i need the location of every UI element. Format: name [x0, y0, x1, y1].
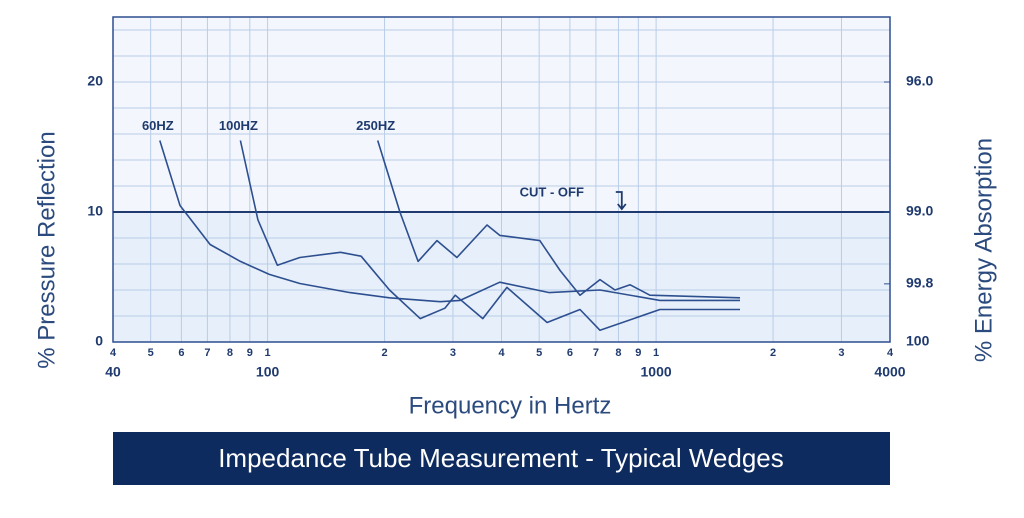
- x-tick-label: 6: [178, 347, 184, 359]
- chart-title: Impedance Tube Measurement - Typical Wed…: [218, 443, 784, 473]
- x-tick-label: 4: [498, 347, 505, 359]
- x-tick-label: 5: [536, 347, 542, 359]
- x-tick-label: 3: [450, 347, 456, 359]
- x-tick-label: 9: [635, 347, 641, 359]
- series-line: [239, 140, 740, 332]
- x-major-label: 40: [105, 364, 121, 380]
- series-label: 250HZ: [356, 118, 395, 133]
- y-tick-label: 10: [87, 203, 103, 219]
- series-label: 100HZ: [219, 118, 258, 133]
- x-tick-label: 8: [227, 347, 233, 359]
- y-tick-label: 20: [87, 73, 103, 89]
- y2-tick-label: 100: [906, 333, 930, 349]
- title-banner: [113, 432, 890, 485]
- cutoff-label: CUT - OFF: [520, 184, 584, 199]
- y2-tick-label: 99.0: [906, 203, 933, 219]
- x-tick-label: 3: [838, 347, 844, 359]
- x-tick-label: 1: [265, 347, 271, 359]
- x-tick-label: 9: [247, 347, 253, 359]
- series-label: 60HZ: [142, 118, 174, 133]
- x-tick-label: 1: [653, 347, 659, 359]
- marks: [113, 140, 890, 332]
- x-axis-label: Frequency in Hertz: [409, 392, 612, 419]
- y2-axis-label: % Energy Absorption: [970, 138, 997, 362]
- series-line: [376, 140, 741, 299]
- x-tick-label: 2: [381, 347, 387, 359]
- x-major-label: 1000: [641, 364, 672, 380]
- x-tick-label: 4: [887, 347, 894, 359]
- x-tick-label: 5: [148, 347, 154, 359]
- y-tick-label: 0: [95, 333, 103, 349]
- x-major-label: 100: [256, 364, 280, 380]
- series-line: [159, 140, 740, 303]
- y-axis-label: % Pressure Reflection: [33, 131, 60, 368]
- x-tick-label: 7: [204, 347, 210, 359]
- y2-tick-label: 99.8: [906, 275, 933, 291]
- x-tick-label: 8: [615, 347, 621, 359]
- x-major-label: 4000: [874, 364, 905, 380]
- x-tick-label: 2: [770, 347, 776, 359]
- cutoff-arrow: [615, 191, 627, 211]
- x-tick-label: 6: [567, 347, 573, 359]
- x-tick-label: 7: [593, 347, 599, 359]
- y2-tick-label: 96.0: [906, 73, 933, 89]
- plot-frame: [112, 16, 891, 343]
- x-tick-label: 4: [110, 347, 117, 359]
